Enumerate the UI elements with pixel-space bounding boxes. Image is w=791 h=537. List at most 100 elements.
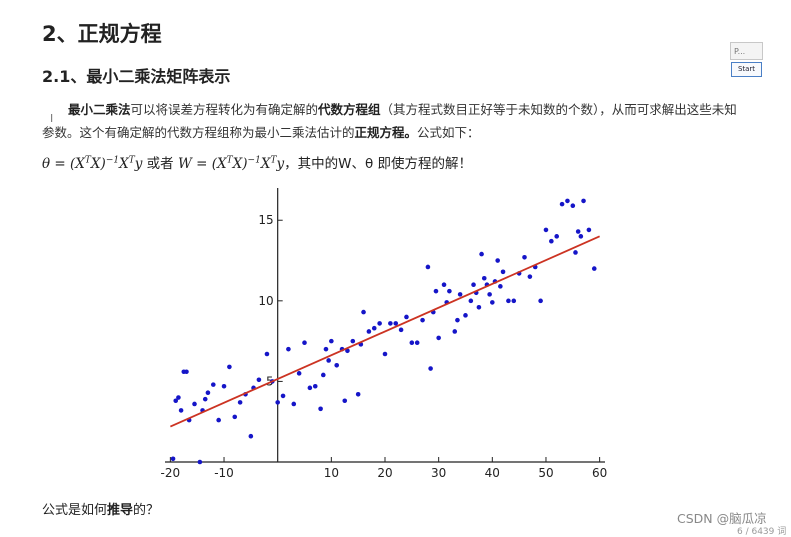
- formula-part: X: [260, 156, 271, 172]
- data-point: [210, 382, 216, 387]
- data-point: [414, 340, 420, 346]
- data-point: [355, 392, 361, 397]
- para-text-3: 公式如下：: [417, 125, 480, 140]
- data-point: [197, 459, 203, 465]
- data-point: [329, 338, 334, 344]
- data-point: [275, 400, 280, 405]
- formula-part: X): [90, 156, 106, 172]
- data-point: [320, 372, 326, 378]
- data-point: [565, 198, 570, 204]
- data-point: [388, 321, 393, 326]
- x-tick-label: -20: [161, 466, 181, 480]
- data-point: [447, 288, 452, 294]
- data-point: [487, 292, 492, 297]
- data-point: [366, 329, 372, 334]
- word-count: 6 / 6439 词: [737, 527, 787, 537]
- data-point: [393, 321, 399, 326]
- data-point: [361, 309, 366, 315]
- data-point: [425, 264, 431, 270]
- formula-sup: T: [270, 155, 277, 166]
- term-algebraic-equations: 代数方程组: [318, 102, 381, 117]
- data-point: [457, 292, 463, 297]
- x-tick-label: -10: [214, 466, 234, 480]
- formula-sup: −1: [105, 155, 120, 166]
- y-tick-label: 5: [266, 374, 274, 388]
- x-tick-label: 40: [485, 466, 500, 480]
- data-point: [178, 408, 184, 413]
- start-button[interactable]: Start: [731, 62, 762, 77]
- data-point: [476, 304, 482, 310]
- data-point: [227, 364, 232, 370]
- data-point: [176, 395, 181, 400]
- data-point: [549, 238, 554, 244]
- data-point: [452, 329, 458, 334]
- data-point: [326, 358, 331, 363]
- data-point: [420, 317, 425, 323]
- data-point: [559, 201, 565, 207]
- formula-sup: T: [128, 155, 135, 166]
- data-point: [202, 396, 208, 402]
- question-text-end: 的？: [133, 503, 160, 518]
- derivation-question: 公式是如何推导的？: [42, 499, 159, 518]
- data-point: [522, 255, 527, 260]
- data-point: [441, 282, 447, 288]
- text-cursor-icon: I: [50, 112, 54, 125]
- intro-paragraph: 最小二乘法可以将误差方程转化为有确定解的代数方程组（其方程式数目正好等于未知数的…: [42, 98, 742, 144]
- data-point: [323, 346, 329, 352]
- formula-part: X: [119, 156, 129, 172]
- data-point: [312, 383, 318, 389]
- section-heading-normal-equation: 2、正规方程: [42, 22, 162, 46]
- data-point: [527, 274, 533, 279]
- formula-part: W = (X: [177, 156, 227, 172]
- data-point: [302, 340, 307, 346]
- data-point: [409, 340, 415, 346]
- x-tick-label: 50: [538, 466, 553, 480]
- data-point: [307, 385, 313, 391]
- data-point: [490, 300, 495, 305]
- data-point: [586, 227, 592, 233]
- data-point: [479, 251, 484, 257]
- data-point: [205, 390, 211, 395]
- data-point: [398, 327, 404, 333]
- data-point: [216, 417, 221, 423]
- term-least-squares: 最小二乘法: [68, 102, 131, 117]
- data-point: [350, 338, 356, 344]
- data-point: [575, 229, 581, 234]
- question-emphasis: 推导: [107, 503, 134, 518]
- formula-sup: T: [226, 155, 233, 166]
- subsection-heading-least-squares-matrix: 2.1、最小二乘法矩阵表示: [42, 67, 231, 86]
- formula-part: y: [276, 156, 285, 172]
- data-point: [286, 346, 291, 352]
- data-point: [382, 351, 388, 357]
- formula-part: y: [134, 156, 143, 172]
- data-point: [495, 258, 500, 263]
- data-point: [570, 203, 576, 209]
- data-point: [192, 401, 197, 407]
- data-point: [455, 317, 460, 323]
- floating-widget[interactable]: P...: [730, 42, 763, 60]
- formula-explanation: ，其中的W、θ 即使方程的解！: [284, 156, 472, 172]
- para-text-1: 可以将误差方程转化为有确定解的: [130, 102, 319, 117]
- data-point: [581, 198, 586, 204]
- formula-sup: T: [84, 155, 91, 166]
- x-tick-label: 20: [377, 466, 392, 480]
- data-point: [345, 348, 350, 354]
- data-point: [318, 406, 323, 412]
- data-point: [471, 282, 476, 288]
- data-point: [170, 456, 176, 462]
- data-point: [256, 377, 262, 383]
- data-point: [334, 362, 340, 368]
- data-point: [221, 383, 227, 389]
- data-point: [538, 298, 543, 304]
- data-point: [237, 400, 243, 405]
- data-point: [291, 401, 297, 407]
- data-point: [433, 288, 439, 294]
- x-tick-label: 10: [324, 466, 339, 480]
- y-tick-label: 10: [258, 294, 273, 308]
- data-point: [296, 371, 302, 376]
- question-text: 公式是如何: [42, 503, 108, 518]
- data-point: [342, 398, 348, 404]
- data-point: [573, 250, 578, 255]
- data-point: [500, 269, 506, 275]
- formula-conjunction: 或者: [142, 156, 178, 172]
